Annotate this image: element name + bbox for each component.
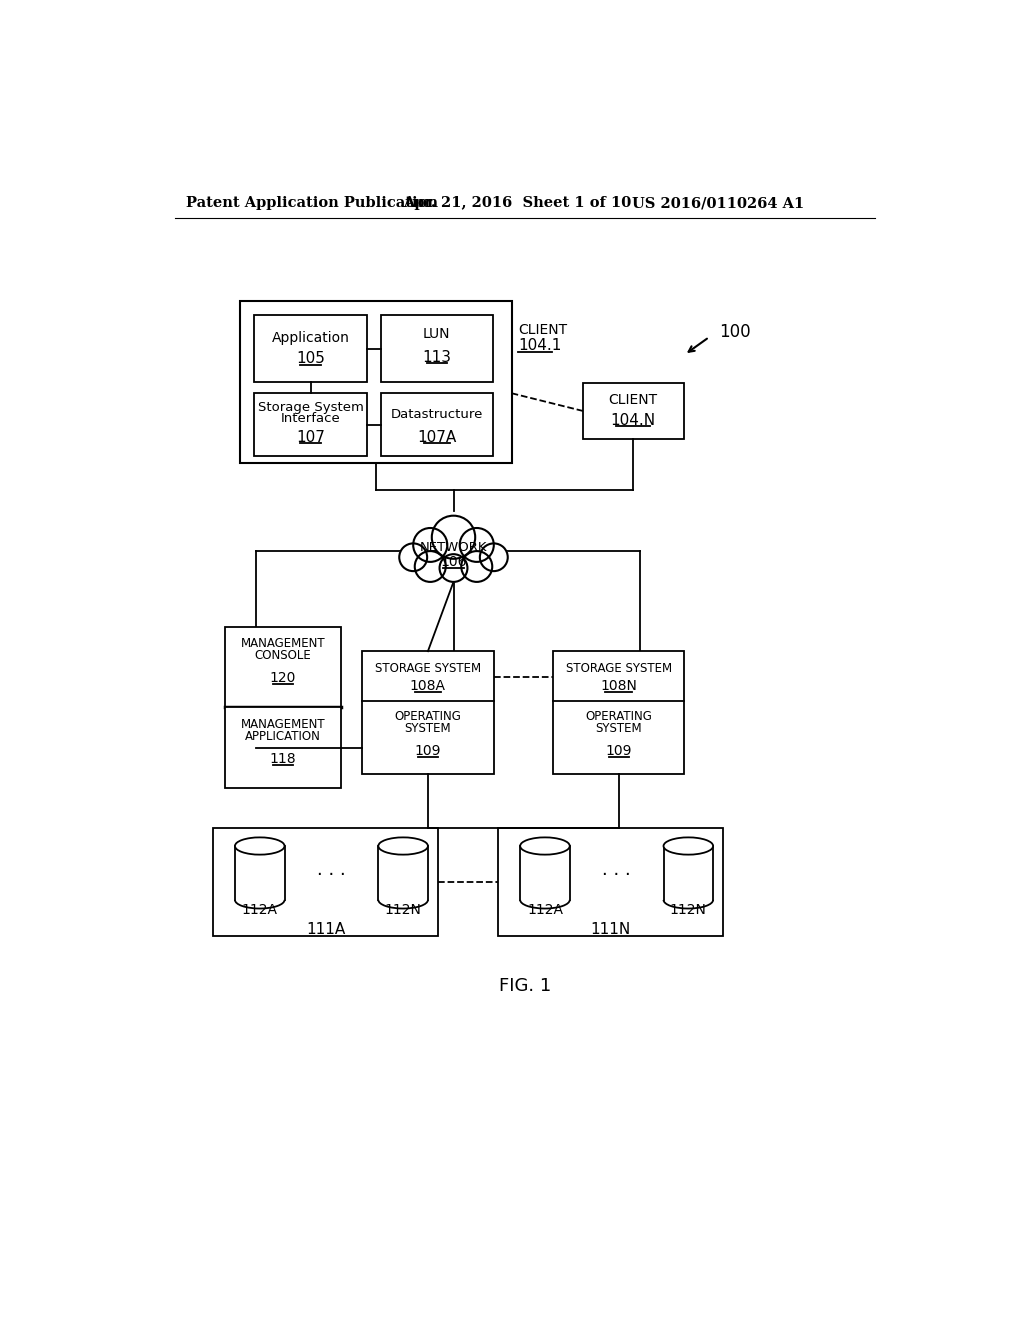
Circle shape <box>432 516 475 558</box>
Text: 108N: 108N <box>600 678 637 693</box>
Text: CLIENT: CLIENT <box>518 323 567 337</box>
Bar <box>254 314 367 383</box>
Bar <box>378 846 428 900</box>
Bar <box>664 846 713 900</box>
Text: 109: 109 <box>605 744 632 758</box>
Ellipse shape <box>378 837 428 854</box>
Text: 112N: 112N <box>385 903 422 917</box>
Text: MANAGEMENT: MANAGEMENT <box>241 718 326 731</box>
Bar <box>553 651 684 775</box>
Text: 106: 106 <box>440 554 467 569</box>
Text: . . .: . . . <box>317 861 346 879</box>
Bar <box>520 846 569 900</box>
Text: Apr. 21, 2016  Sheet 1 of 10: Apr. 21, 2016 Sheet 1 of 10 <box>403 197 632 210</box>
Bar <box>381 314 493 383</box>
Text: FIG. 1: FIG. 1 <box>499 977 551 995</box>
Text: 112A: 112A <box>242 903 278 917</box>
Ellipse shape <box>234 837 285 854</box>
Text: 107A: 107A <box>417 429 457 445</box>
Text: APPLICATION: APPLICATION <box>245 730 321 743</box>
Text: OPERATING: OPERATING <box>394 710 462 723</box>
Bar <box>241 301 512 462</box>
Text: 104.N: 104.N <box>610 413 655 428</box>
Text: 105: 105 <box>296 351 325 366</box>
Ellipse shape <box>520 837 569 854</box>
Text: SYSTEM: SYSTEM <box>404 722 452 735</box>
Text: 109: 109 <box>415 744 441 758</box>
Text: . . .: . . . <box>602 861 631 879</box>
Bar <box>225 708 341 788</box>
Text: SYSTEM: SYSTEM <box>595 722 642 735</box>
Bar <box>254 393 367 457</box>
Text: Storage System: Storage System <box>258 400 364 413</box>
Text: Application: Application <box>271 331 349 345</box>
Text: 100: 100 <box>719 322 751 341</box>
Circle shape <box>461 552 493 582</box>
Circle shape <box>414 528 447 562</box>
Text: Interface: Interface <box>281 412 340 425</box>
Text: CLIENT: CLIENT <box>608 393 657 407</box>
Text: LUN: LUN <box>423 327 451 341</box>
Bar <box>499 829 723 936</box>
Circle shape <box>399 544 427 572</box>
Circle shape <box>480 544 508 572</box>
Text: 108A: 108A <box>410 678 445 693</box>
Text: Datastructure: Datastructure <box>390 408 483 421</box>
Circle shape <box>415 552 445 582</box>
Ellipse shape <box>664 837 713 854</box>
Bar <box>381 393 493 457</box>
Bar <box>225 627 341 708</box>
Bar <box>234 846 285 900</box>
Bar <box>362 651 494 775</box>
Circle shape <box>439 554 467 582</box>
Text: 111A: 111A <box>306 923 345 937</box>
Text: 112A: 112A <box>527 903 563 917</box>
Text: CONSOLE: CONSOLE <box>255 649 311 663</box>
Text: STORAGE SYSTEM: STORAGE SYSTEM <box>565 661 672 675</box>
Text: 118: 118 <box>269 752 296 766</box>
Text: 111N: 111N <box>591 923 631 937</box>
Text: US 2016/0110264 A1: US 2016/0110264 A1 <box>632 197 804 210</box>
Text: 113: 113 <box>422 350 452 364</box>
Text: STORAGE SYSTEM: STORAGE SYSTEM <box>375 661 481 675</box>
Text: 112N: 112N <box>670 903 707 917</box>
Bar <box>583 383 684 438</box>
Text: 107: 107 <box>296 429 325 445</box>
Text: MANAGEMENT: MANAGEMENT <box>241 638 326 649</box>
Text: 104.1: 104.1 <box>518 338 561 352</box>
Text: NETWORK: NETWORK <box>420 541 487 554</box>
Bar <box>213 829 438 936</box>
Text: OPERATING: OPERATING <box>585 710 652 723</box>
Text: 120: 120 <box>269 671 296 685</box>
Circle shape <box>460 528 494 562</box>
Text: Patent Application Publication: Patent Application Publication <box>186 197 438 210</box>
